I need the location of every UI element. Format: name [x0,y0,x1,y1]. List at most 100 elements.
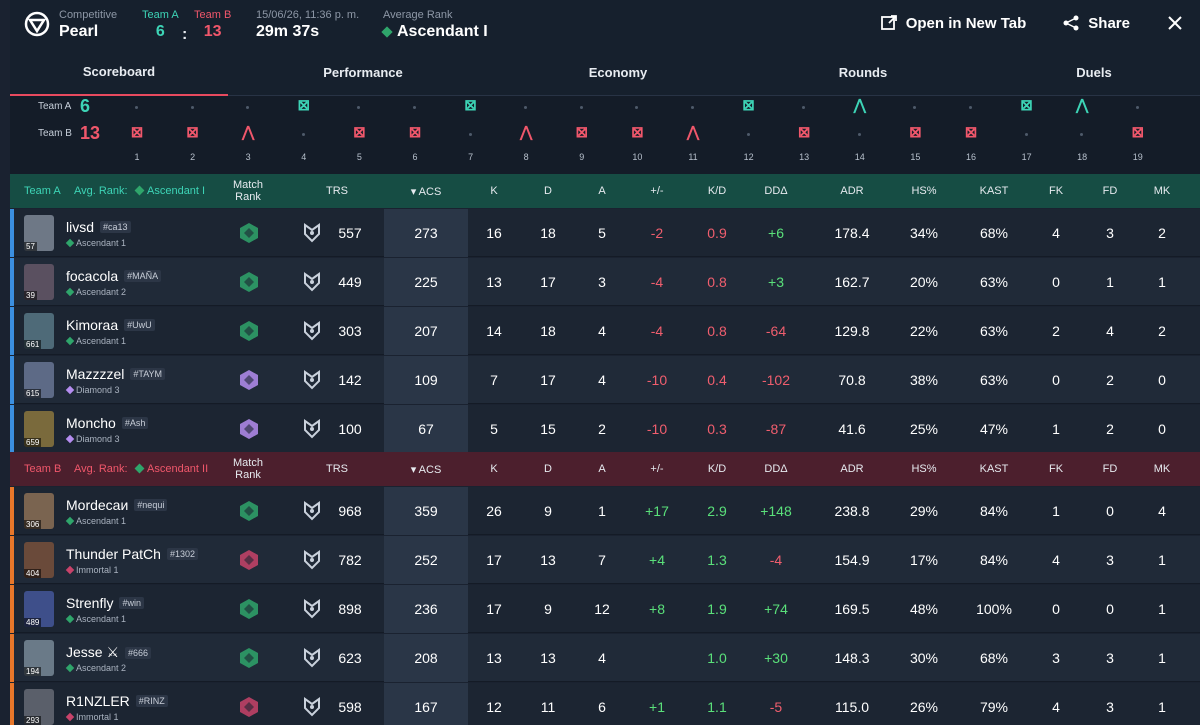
agent-avatar[interactable]: 293 [24,689,54,725]
elimination-icon[interactable]: ⊠ [1020,97,1033,114]
col-plus-minus[interactable]: +/- [650,463,664,475]
col-fd[interactable]: FD [1102,185,1118,197]
close-button[interactable] [1166,14,1184,32]
player-row[interactable]: 57 livsd #ca13 Ascendant 1 557 273 16 18 [10,209,1200,257]
defuse-icon[interactable]: ⋀ [242,124,255,141]
col-kd[interactable]: K/D [707,185,727,197]
player-name: Thunder PatCh [66,546,161,562]
acs-value: 236 [384,585,468,633]
defuse-icon[interactable]: ⋀ [853,97,866,114]
match-rank-icon [240,272,258,292]
tab-economy[interactable]: Economy [588,64,648,80]
elimination-icon[interactable]: ⊠ [1131,124,1145,141]
elimination-icon[interactable]: ⊠ [964,124,978,141]
player-row[interactable]: 306 Mordecaи #nequi Ascendant 1 968 359 … [10,487,1200,535]
round-number: 10 [632,152,643,162]
tab-scoreboard[interactable]: Scoreboard [10,48,228,96]
col-k[interactable]: K [490,185,498,197]
mk-value: 0 [1158,372,1166,388]
elimination-icon[interactable]: ⊠ [742,97,755,114]
kd-value: 1.1 [707,699,727,715]
player-name-block[interactable]: Jesse ⚔ #666 [66,644,152,661]
col-a[interactable]: A [598,185,606,197]
col-kast[interactable]: KAST [979,185,1009,197]
player-row[interactable]: 615 Mazzzzel #TAYM Diamond 3 142 109 7 1… [10,356,1200,404]
col-adr[interactable]: ADR [840,185,864,197]
player-name-block[interactable]: Mazzzzel #TAYM [66,366,166,382]
col-acs[interactable]: ▾ ACS [410,463,442,476]
col-hs[interactable]: HS% [911,185,937,197]
player-name-block[interactable]: focacola #MAÑA [66,268,162,284]
tab-performance[interactable]: Performance [323,64,403,80]
col-kast[interactable]: KAST [979,463,1009,475]
col-acs[interactable]: ▾ ACS [410,185,442,198]
agent-avatar[interactable]: 661 [24,313,54,349]
round-number: 13 [799,152,810,162]
player-name-block[interactable]: Kimoraa #UwU [66,317,155,333]
player-row[interactable]: 293 R1NZLER #RINZ Immortal 1 598 167 12 … [10,683,1200,725]
player-row[interactable]: 404 Thunder PatCh #1302 Immortal 1 782 2… [10,536,1200,584]
agent-avatar[interactable]: 57 [24,215,54,251]
kast-value: 63% [979,323,1009,339]
tab-duels[interactable]: Duels [1076,64,1112,80]
col-adr[interactable]: ADR [840,463,864,475]
elimination-icon[interactable]: ⊠ [909,124,922,141]
defuse-icon[interactable]: ⋀ [1076,97,1089,114]
agent-avatar[interactable]: 615 [24,362,54,398]
player-name-block[interactable]: Thunder PatCh #1302 [66,546,198,562]
col-k[interactable]: K [490,463,498,475]
player-name-block[interactable]: Strenfly #win [66,595,144,611]
player-name-block[interactable]: Mordecaи #nequi [66,497,168,513]
elimination-icon[interactable]: ⊠ [297,97,311,114]
elimination-icon[interactable]: ⊠ [408,124,422,141]
fd-value: 3 [1106,650,1114,666]
elimination-icon[interactable]: ⊠ [353,124,366,141]
player-row[interactable]: 489 Strenfly #win Ascendant 1 898 236 17… [10,585,1200,633]
col-trs[interactable]: TRS [326,463,348,475]
col-fk[interactable]: FK [1048,185,1064,197]
agent-avatar[interactable]: 194 [24,640,54,676]
open-new-tab-button[interactable]: Open in New Tab [880,14,1026,32]
agent-avatar[interactable]: 39 [24,264,54,300]
col-a[interactable]: A [598,463,606,475]
player-name-block[interactable]: livsd #ca13 [66,219,131,235]
hs-value: 17% [909,552,939,568]
col-d[interactable]: D [544,185,552,197]
elimination-icon[interactable]: ⊠ [186,124,199,141]
col-fk[interactable]: FK [1048,463,1064,475]
col-kd[interactable]: K/D [707,463,727,475]
elimination-icon[interactable]: ⊠ [464,97,477,114]
player-row[interactable]: 659 Moncho #Ash Diamond 3 100 67 5 15 [10,405,1200,453]
round-number: 9 [579,152,585,162]
defuse-icon[interactable]: ⋀ [686,124,700,141]
agent-avatar[interactable]: 659 [24,411,54,447]
agent-avatar[interactable]: 404 [24,542,54,578]
defuse-icon[interactable]: ⋀ [520,124,533,141]
col-mk[interactable]: MK [1153,185,1171,197]
col-dd[interactable]: DDΔ [764,185,788,197]
share-button[interactable]: Share [1062,14,1130,32]
elimination-icon[interactable]: ⊠ [797,124,811,141]
player-name-block[interactable]: R1NZLER #RINZ [66,693,168,709]
elimination-icon[interactable]: ⊠ [130,124,144,141]
col-d[interactable]: D [544,463,552,475]
col-trs[interactable]: TRS [326,185,348,197]
col-plus-minus[interactable]: +/- [650,185,664,197]
player-name: Mordecaи [66,497,129,513]
deaths-value: 9 [544,601,552,617]
player-row[interactable]: 661 Kimoraa #UwU Ascendant 1 303 207 14 … [10,307,1200,355]
tab-rounds[interactable]: Rounds [838,64,888,80]
elimination-icon[interactable]: ⊠ [575,124,589,141]
elimination-icon[interactable]: ⊠ [631,124,644,141]
col-fd[interactable]: FD [1102,463,1118,475]
plus-minus-value: -4 [650,274,664,290]
player-row[interactable]: 39 focacola #MAÑA Ascendant 2 449 225 13… [10,258,1200,306]
player-name-block[interactable]: Moncho #Ash [66,415,149,431]
agent-avatar[interactable]: 306 [24,493,54,529]
player-row[interactable]: 194 Jesse ⚔ #666 Ascendant 2 623 208 13 … [10,634,1200,682]
col-mk[interactable]: MK [1153,463,1171,475]
kast-value: 68% [979,225,1009,241]
col-hs[interactable]: HS% [911,463,937,475]
agent-avatar[interactable]: 489 [24,591,54,627]
col-dd[interactable]: DDΔ [764,463,788,475]
